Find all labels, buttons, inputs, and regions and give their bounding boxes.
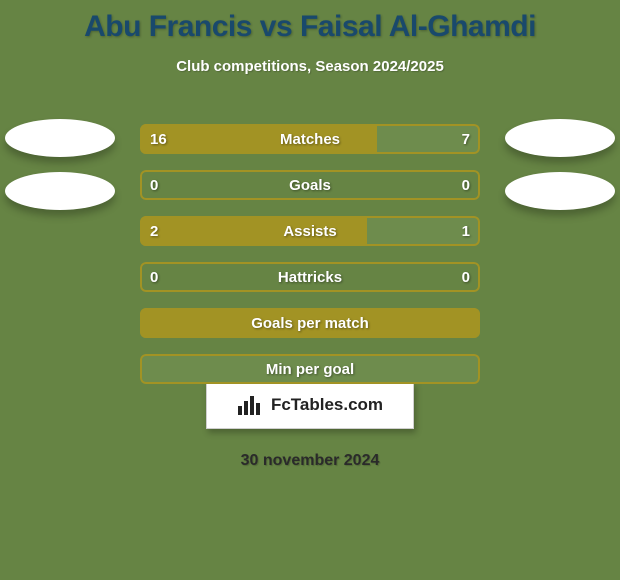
brand-badge: FcTables.com (206, 381, 414, 429)
footer-date: 30 november 2024 (0, 452, 620, 470)
stat-label: Assists (140, 216, 480, 246)
avatar-placeholder (505, 119, 615, 157)
avatar-placeholder (505, 172, 615, 210)
stat-label: Min per goal (140, 354, 480, 384)
stat-bar: 00Goals (140, 170, 480, 200)
avatar-placeholder (5, 119, 115, 157)
stat-label: Goals per match (140, 308, 480, 338)
page-subtitle: Club competitions, Season 2024/2025 (0, 58, 620, 75)
comparison-infographic: Abu Francis vs Faisal Al-Ghamdi Club com… (0, 0, 620, 580)
stat-bar: 00Hattricks (140, 262, 480, 292)
avatar-placeholder (5, 172, 115, 210)
stat-bar: Goals per match (140, 308, 480, 338)
stat-bar: Min per goal (140, 354, 480, 384)
stat-label: Goals (140, 170, 480, 200)
bars-icon (237, 394, 265, 416)
brand-text: FcTables.com (271, 395, 383, 415)
stat-label: Matches (140, 124, 480, 154)
page-title: Abu Francis vs Faisal Al-Ghamdi (0, 0, 620, 44)
stat-label: Hattricks (140, 262, 480, 292)
bars-container: 167Matches 00Goals 21Assists 00Hattricks Goa… (140, 124, 480, 400)
stat-bar: 21Assists (140, 216, 480, 246)
stat-bar: 167Matches (140, 124, 480, 154)
